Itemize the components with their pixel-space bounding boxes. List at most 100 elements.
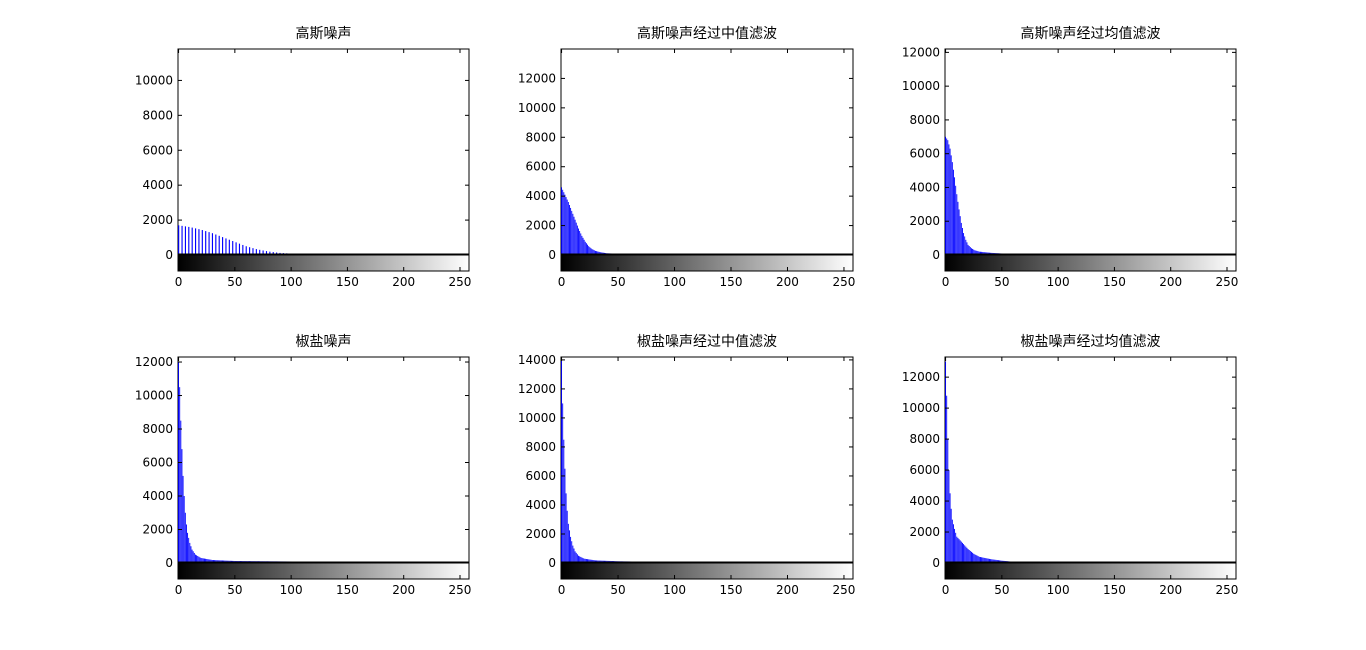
histogram-panel: 0 2000 4000 6000 8000 10000 12000 0 50 100 150 200 2… xyxy=(135,334,472,597)
grayscale-colorbar xyxy=(560,562,854,580)
histogram-bar xyxy=(975,250,977,255)
x-tick-label: 100 xyxy=(1047,275,1070,289)
histogram-bar xyxy=(588,559,590,563)
histogram-bar xyxy=(245,246,247,255)
histogram-bar xyxy=(189,542,191,563)
histogram-bar xyxy=(968,549,970,563)
y-tick-label: 4000 xyxy=(525,498,556,512)
panel-title: 高斯噪声经过均值滤波 xyxy=(1021,25,1161,42)
histogram-bar xyxy=(195,554,196,563)
x-tick-label: 0 xyxy=(175,583,183,597)
histogram-bar xyxy=(211,233,214,255)
histogram-bar xyxy=(955,532,957,563)
histogram-bar xyxy=(187,532,189,563)
histogram-bar xyxy=(956,194,958,255)
x-tick-label: 100 xyxy=(280,583,303,597)
histogram-bar xyxy=(980,557,981,563)
y-tick-label: 0 xyxy=(165,556,173,570)
histogram-panel: 0 2000 4000 6000 8000 10000 12000 0 50 100 150 200 2… xyxy=(902,334,1239,597)
histogram-bar xyxy=(197,555,199,563)
histogram-bar xyxy=(965,239,967,255)
histogram-bar xyxy=(575,552,577,563)
x-tick-label: 150 xyxy=(336,275,359,289)
y-tick-label: 14000 xyxy=(518,353,556,367)
histogram-bar xyxy=(590,559,592,563)
y-tick-label: 2000 xyxy=(525,527,556,541)
histogram-bar xyxy=(954,177,956,255)
histogram-bar xyxy=(982,251,984,255)
x-tick-label: 250 xyxy=(833,583,856,597)
histogram-bar xyxy=(995,559,997,563)
histogram-bar xyxy=(269,251,271,255)
histogram-bar xyxy=(207,559,209,563)
histogram-bar xyxy=(193,552,195,563)
histogram-bar xyxy=(587,244,588,255)
histogram-bar xyxy=(952,169,954,255)
histogram-bar xyxy=(252,248,254,255)
histogram-bar xyxy=(184,226,186,255)
y-tick-label: 6000 xyxy=(142,143,173,157)
histogram-bar xyxy=(188,226,190,255)
histogram-bar xyxy=(562,403,564,563)
histogram-bar xyxy=(585,243,587,255)
histogram-bar xyxy=(977,556,979,563)
histogram-bar xyxy=(969,550,971,563)
histogram-bar xyxy=(209,559,211,563)
histogram-bar xyxy=(960,541,962,563)
y-tick-label: 0 xyxy=(548,556,556,570)
histogram-bar xyxy=(584,558,586,563)
histogram-bar xyxy=(958,539,960,563)
grayscale-colorbar xyxy=(177,562,470,580)
histogram-bar xyxy=(980,251,981,255)
x-tick-label: 50 xyxy=(227,275,242,289)
histogram-bar xyxy=(978,251,980,255)
grayscale-colorbar xyxy=(177,254,470,272)
histogram-bar xyxy=(570,536,572,563)
histogram-bar xyxy=(994,559,996,563)
histogram-bar xyxy=(192,551,194,563)
y-tick-label: 4000 xyxy=(909,180,940,194)
x-tick-label: 50 xyxy=(610,275,625,289)
x-tick-label: 0 xyxy=(942,275,950,289)
y-tick-label: 6000 xyxy=(525,160,556,174)
y-tick-label: 10000 xyxy=(518,101,556,115)
histogram-bar xyxy=(989,558,990,563)
y-tick-label: 8000 xyxy=(909,432,940,446)
y-tick-label: 2000 xyxy=(142,523,173,537)
histogram-bar xyxy=(198,556,200,563)
histogram-bar xyxy=(959,216,961,255)
histogram-bar xyxy=(982,557,984,563)
histogram-bar xyxy=(957,537,959,563)
histogram-bar xyxy=(581,557,583,563)
histogram-bar xyxy=(972,552,974,563)
histogram-bar xyxy=(589,247,591,255)
panel-title: 椒盐噪声 xyxy=(296,334,352,350)
x-tick-label: 50 xyxy=(610,583,625,597)
y-tick-label: 4000 xyxy=(142,178,173,192)
y-tick-label: 12000 xyxy=(902,370,940,384)
histogram-bar xyxy=(974,554,976,563)
x-tick-label: 200 xyxy=(392,583,415,597)
histogram-bar xyxy=(574,219,576,255)
histogram-bar xyxy=(566,510,568,563)
y-tick-label: 8000 xyxy=(142,108,173,122)
x-tick-label: 200 xyxy=(392,275,415,289)
x-tick-label: 50 xyxy=(227,583,242,597)
histogram-bar xyxy=(208,559,210,563)
histogram-bar xyxy=(596,251,598,255)
histogram-bar xyxy=(967,244,969,255)
histogram-bar xyxy=(262,250,264,255)
histogram-bar xyxy=(975,554,977,563)
histogram-bar xyxy=(976,250,978,255)
histogram-bar xyxy=(588,246,590,255)
x-tick-label: 250 xyxy=(833,275,856,289)
histogram-bar xyxy=(978,556,980,563)
histogram-bar xyxy=(228,239,230,255)
histogram-bar xyxy=(955,185,957,255)
histogram-bar xyxy=(583,239,585,255)
y-tick-label: 4000 xyxy=(142,489,173,503)
histogram-bar xyxy=(201,230,203,255)
histogram-bar xyxy=(571,541,573,563)
histogram-bar xyxy=(587,559,588,563)
